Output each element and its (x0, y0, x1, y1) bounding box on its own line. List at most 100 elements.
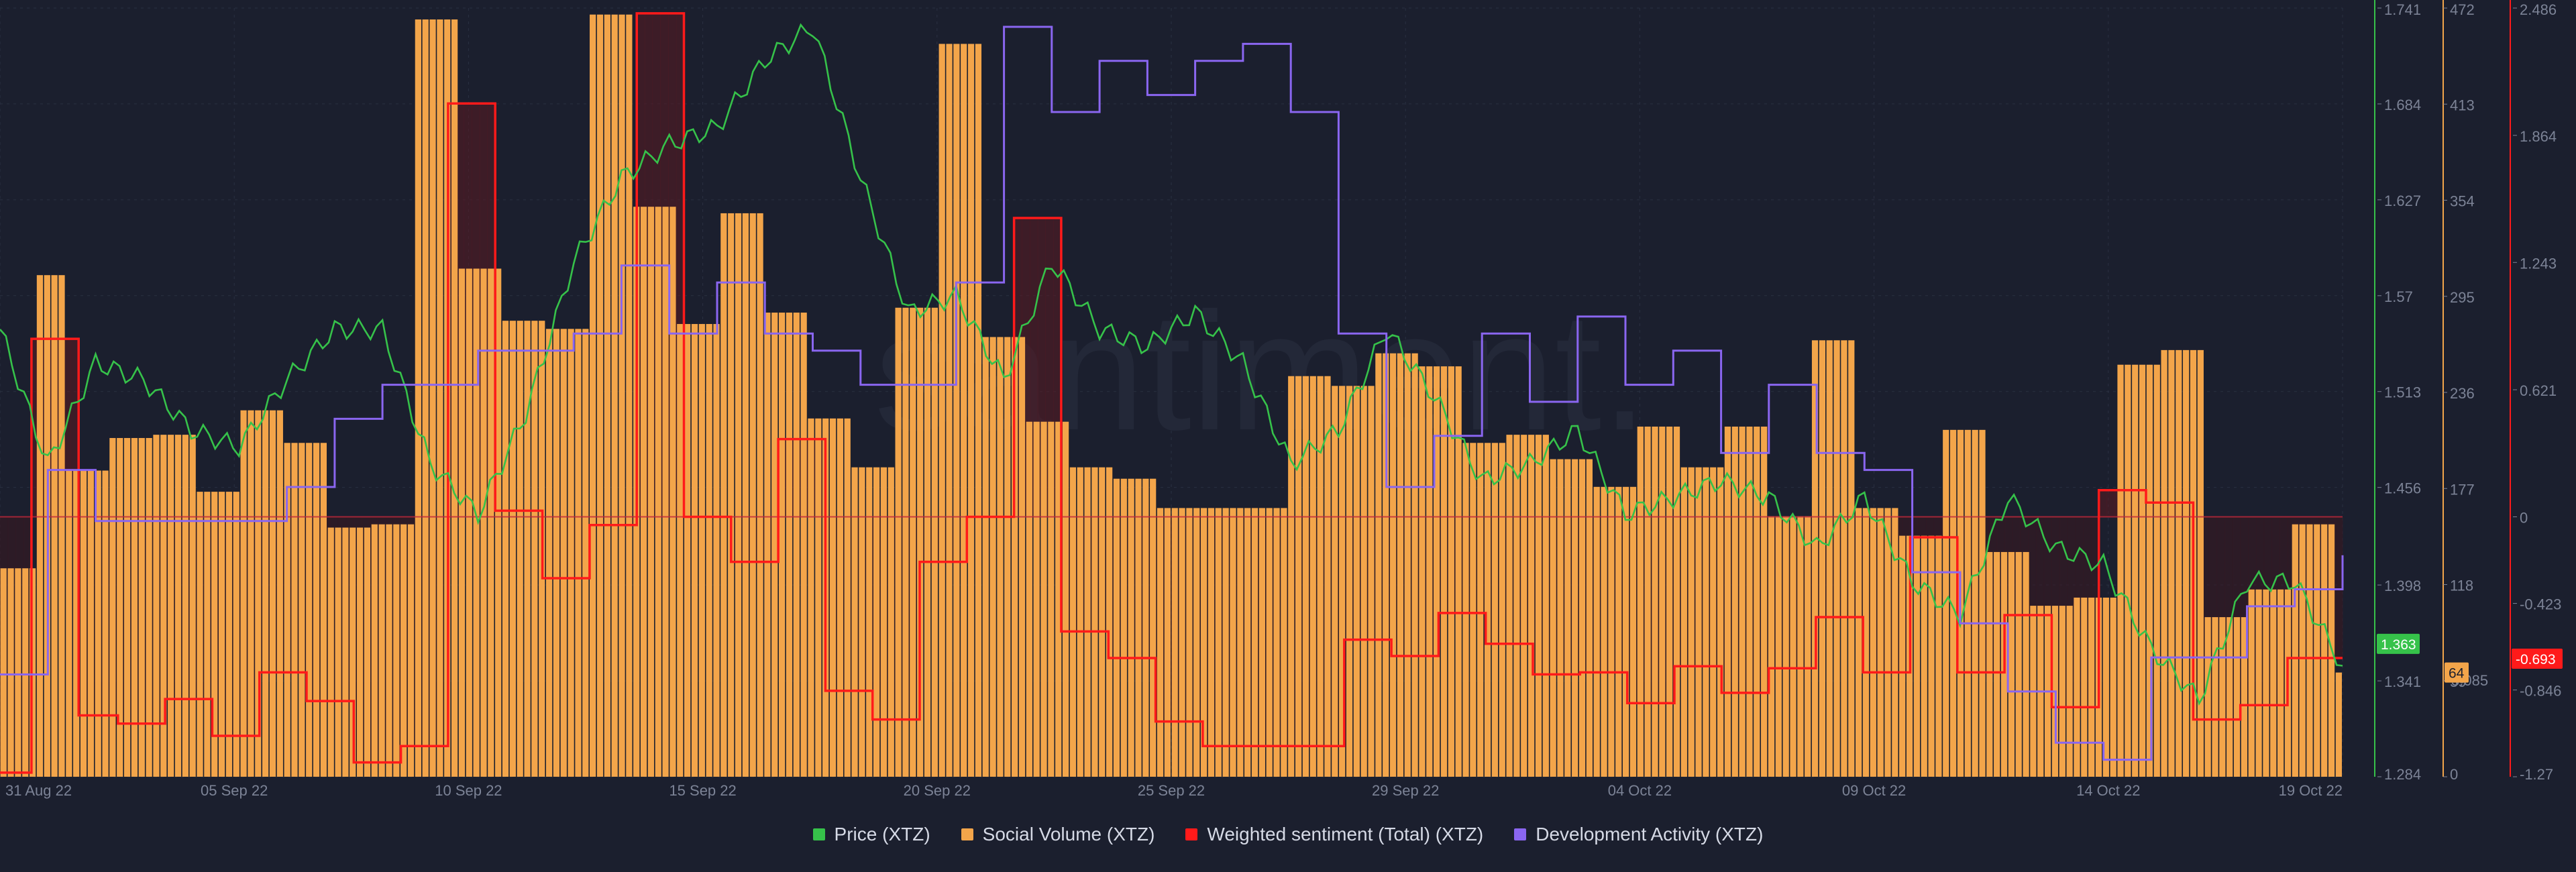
social-volume-bar (1099, 467, 1106, 777)
social-volume-bar (938, 44, 945, 777)
social-volume-bar (626, 14, 633, 777)
social-volume-bar (1062, 421, 1069, 777)
legend-item-sentiment[interactable]: Weighted sentiment (Total) (XTZ) (1185, 824, 1483, 845)
social-volume-bar (1652, 426, 1658, 777)
social-volume-bar (1499, 443, 1505, 777)
x-axis-tick: 31 Aug 22 (5, 782, 72, 799)
social-volume-bar (451, 19, 458, 777)
legend-label-price: Price (XTZ) (834, 824, 930, 844)
social-volume-bar (291, 443, 298, 777)
social-volume-bar (458, 268, 466, 777)
x-axis-tick: 09 Oct 22 (1842, 782, 1906, 799)
social-volume-bar (138, 437, 145, 777)
social-volume-bar (1200, 508, 1208, 777)
social-volume-bar (640, 207, 647, 777)
social-volume-bar (1026, 421, 1032, 777)
social-volume-bar (859, 467, 865, 777)
social-volume-bar (1710, 467, 1717, 777)
social-volume-bars (0, 14, 2342, 777)
social-volume-bar (2074, 597, 2080, 777)
legend: Price (XTZ) Social Volume (XTZ) Weighted… (0, 824, 2576, 845)
social-volume-bar (371, 524, 378, 777)
social-volume-bar (873, 467, 880, 777)
price-axis-tick: 1.684 (2384, 97, 2421, 113)
sentiment-area-segment (2043, 516, 2052, 615)
social-volume-bar (1521, 435, 1527, 777)
social-volume-bar (1819, 340, 1826, 777)
social-volume-bar (1208, 508, 1215, 777)
social-volume-bar (1513, 435, 1520, 777)
social-volume-bar (1564, 459, 1571, 777)
social-volume-bar (662, 207, 669, 777)
social-volume-bar (2270, 589, 2277, 777)
social-volume-bar (1731, 426, 1738, 777)
price-axis-tick: 1.513 (2384, 384, 2421, 401)
social-volume-bar (1411, 353, 1418, 777)
social-volume-axis-tick: 295 (2450, 289, 2475, 306)
sentiment-axis-tick: 0.621 (2520, 382, 2557, 399)
social-volume-bar (1048, 421, 1055, 777)
social-volume-bar (1805, 516, 1811, 777)
legend-item-price[interactable]: Price (XTZ) (812, 824, 930, 845)
social-volume-bar (2110, 597, 2116, 777)
social-volume-bar (1935, 535, 1942, 777)
legend-item-dev-activity[interactable]: Development Activity (XTZ) (1514, 824, 1763, 845)
social-volume-bar (757, 213, 763, 777)
social-volume-bar (982, 337, 989, 777)
social-volume-bar (1113, 478, 1120, 777)
social-volume-bar (917, 307, 924, 777)
social-volume-bar (1673, 426, 1680, 777)
social-volume-bar (866, 467, 873, 777)
social-volume-bar (1142, 478, 1149, 777)
social-volume-bar (1222, 508, 1229, 777)
social-volume-bar (182, 435, 189, 777)
social-volume-bar (2292, 524, 2298, 777)
social-volume-bar (2008, 551, 2015, 777)
social-volume-bar (735, 213, 742, 777)
social-volume-bar (808, 418, 814, 777)
social-volume-bar (647, 207, 655, 777)
social-volume-bar (698, 324, 705, 777)
social-volume-bar (1281, 508, 1287, 777)
social-volume-bar (553, 329, 560, 777)
social-volume-bar (1862, 508, 1870, 777)
social-volume-bar (1018, 337, 1026, 777)
sentiment-axis-tick: -0.423 (2520, 596, 2561, 613)
social-volume-bar (1826, 340, 1833, 777)
social-volume-bar (1360, 386, 1367, 777)
social-volume-bar (1943, 429, 1949, 777)
social-volume-bar (1608, 486, 1615, 777)
social-volume-bar (1193, 508, 1200, 777)
social-volume-bar (524, 321, 531, 777)
social-volume-bar (1120, 478, 1127, 777)
price-axis-tick: 1.741 (2384, 1, 2421, 18)
social-volume-bar (1535, 435, 1542, 777)
social-volume-bar (1397, 353, 1404, 777)
social-volume-bar (262, 410, 269, 777)
social-volume-bar (575, 329, 582, 777)
social-volume-bar (1586, 459, 1593, 777)
social-volume-bar (1332, 386, 1338, 777)
social-volume-bar (1994, 551, 2000, 777)
social-volume-bar (1615, 486, 1622, 777)
social-volume-bar (582, 329, 589, 777)
social-volume-bar (36, 275, 44, 777)
social-volume-bar (1527, 435, 1535, 777)
social-volume-bar (146, 437, 152, 777)
social-volume-bar (880, 467, 888, 777)
social-volume-bar (1775, 516, 1782, 777)
social-volume-bar (2161, 349, 2167, 777)
social-volume-bar (975, 44, 982, 777)
social-volume-bar (407, 524, 415, 777)
social-volume-bar (967, 44, 975, 777)
social-volume-bar (168, 435, 174, 777)
legend-label-sentiment: Weighted sentiment (Total) (XTZ) (1207, 824, 1484, 844)
x-axis-tick: 04 Oct 22 (1608, 782, 1672, 799)
legend-item-social-volume[interactable]: Social Volume (XTZ) (961, 824, 1155, 845)
social-volume-bar (1317, 376, 1324, 777)
social-volume-bar (66, 470, 72, 777)
social-volume-bar (728, 213, 735, 777)
social-volume-bar (204, 492, 211, 777)
social-volume-bar (1339, 386, 1346, 777)
x-axis-tick: 10 Sep 22 (435, 782, 502, 799)
